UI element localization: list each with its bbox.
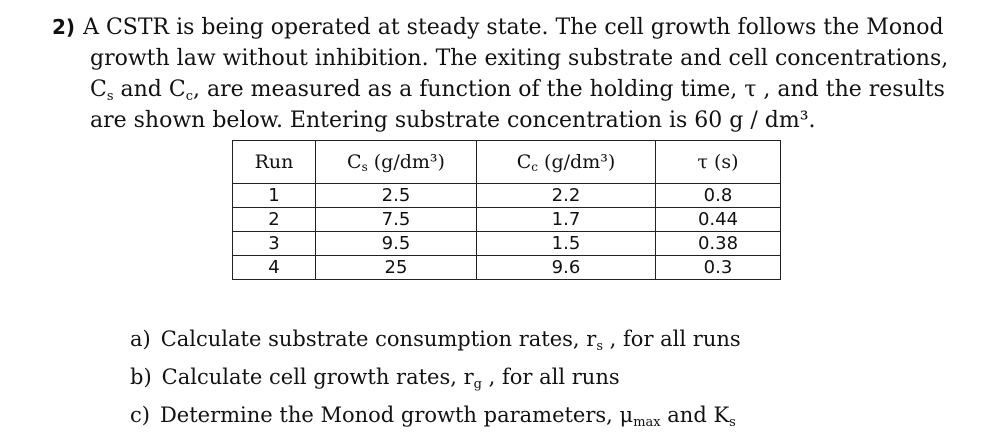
header-tau: τ (s) (655, 140, 781, 184)
cell-tau: 0.3 (655, 255, 781, 280)
question-list: a) Calculate substrate consumption rates,… (130, 320, 741, 434)
question-text: Determine the Monod growth parameters, μ (159, 403, 634, 427)
problem-text-line-3-mid: and C (113, 77, 186, 102)
question-text: Calculate cell growth rates, r (161, 365, 474, 389)
cell-run: 2 (232, 207, 316, 232)
question-subscript: s (596, 339, 603, 354)
cell-run: 4 (232, 255, 316, 280)
question-c: c) Determine the Monod growth parameters,… (130, 396, 741, 434)
cell-cs: 25 (315, 255, 477, 280)
cell-cc: 1.5 (476, 231, 656, 256)
data-table-container: Run Cs (g/dm³) Cc (g/dm³) τ (s) 1 2.5 2.… (232, 140, 781, 280)
header-run: Run (232, 140, 316, 184)
data-table: Run Cs (g/dm³) Cc (g/dm³) τ (s) 1 2.5 2.… (232, 140, 781, 280)
header-cc: Cc (g/dm³) (476, 140, 656, 184)
cell-tau: 0.44 (655, 207, 781, 232)
problem-number: 2) (52, 15, 76, 39)
cell-tau: 0.38 (655, 231, 781, 256)
cc-subscript: c (185, 89, 193, 104)
cell-cc: 1.7 (476, 207, 656, 232)
question-a: a) Calculate substrate consumption rates,… (130, 320, 741, 358)
cell-tau: 0.8 (655, 183, 781, 208)
cell-run: 1 (232, 183, 316, 208)
question-label: b) (130, 365, 152, 389)
question-label: a) (130, 327, 151, 351)
problem-text-line-2: growth law without inhibition. The exiti… (90, 46, 949, 71)
table-row: 3 9.5 1.5 0.38 (232, 231, 781, 256)
problem-statement: 2) A CSTR is being operated at steady sta… (52, 12, 972, 136)
question-tail: and K (660, 403, 730, 427)
problem-text-line-4: are shown below. Entering substrate conc… (90, 108, 816, 133)
table-row: 4 25 9.6 0.3 (232, 255, 781, 280)
cell-cs: 2.5 (315, 183, 477, 208)
cs-subscript: s (106, 89, 114, 104)
cell-cc: 9.6 (476, 255, 656, 280)
cell-cc: 2.2 (476, 183, 656, 208)
table-row: 2 7.5 1.7 0.44 (232, 207, 781, 232)
question-b: b) Calculate cell growth rates, rg , for … (130, 358, 741, 396)
cell-cs: 7.5 (315, 207, 477, 232)
question-subscript-2: s (729, 415, 736, 430)
problem-text-line-1: A CSTR is being operated at steady state… (83, 15, 944, 40)
problem-text-line-3-end: , are measured as a function of the hold… (192, 77, 945, 102)
table-header-row: Run Cs (g/dm³) Cc (g/dm³) τ (s) (232, 140, 781, 184)
cell-run: 3 (232, 231, 316, 256)
problem-line-3: Cs and Cc, are measured as a function of… (52, 74, 972, 105)
cell-cs: 9.5 (315, 231, 477, 256)
question-label: c) (130, 403, 150, 427)
question-tail: , for all runs (481, 365, 620, 389)
table-row: 1 2.5 2.2 0.8 (232, 183, 781, 208)
problem-line-1: 2) A CSTR is being operated at steady sta… (52, 12, 972, 43)
question-tail: , for all runs (603, 327, 741, 351)
question-subscript: g (473, 377, 482, 392)
cs-symbol: C (90, 77, 107, 102)
question-text: Calculate substrate consumption rates, r (160, 327, 597, 351)
question-subscript: max (633, 415, 661, 430)
header-cs: Cs (g/dm³) (315, 140, 477, 184)
